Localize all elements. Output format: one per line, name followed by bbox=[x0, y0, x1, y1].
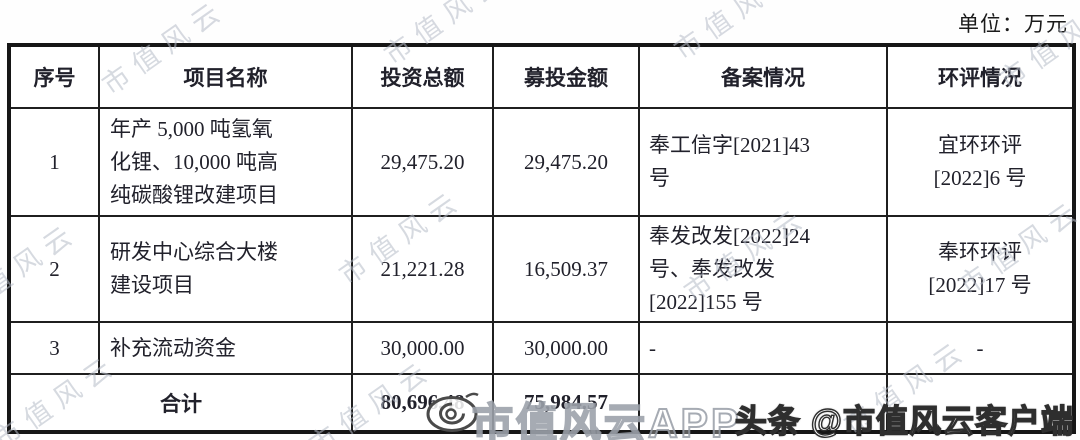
unit-label: 单位：万元 bbox=[958, 12, 1068, 36]
cell-seq: 2 bbox=[8, 215, 100, 323]
cell-project-name: 补充流动资金 bbox=[98, 321, 353, 375]
table-row: 3 补充流动资金 30,000.00 30,000.00 - - bbox=[8, 321, 1075, 375]
cell-total-investment-sum: 80,696.48 bbox=[351, 373, 494, 433]
cell-filing-status bbox=[638, 373, 888, 433]
cell-filing-status: - bbox=[638, 321, 888, 375]
cell-raised-amount: 16,509.37 bbox=[492, 215, 640, 323]
cell-total-investment: 29,475.20 bbox=[351, 107, 494, 217]
table-row: 1 年产 5,000 吨氢氧 化锂、10,000 吨高 纯碳酸锂改建项目 29,… bbox=[8, 107, 1075, 217]
table-header-row: 序号 项目名称 投资总额 募投金额 备案情况 环评情况 bbox=[8, 44, 1075, 109]
cell-eia-status: 奉环环评 [2022]17 号 bbox=[886, 215, 1075, 323]
header-seq: 序号 bbox=[8, 44, 100, 109]
cell-eia-status: 宜环环评 [2022]6 号 bbox=[886, 107, 1075, 217]
cell-eia-status: - bbox=[886, 321, 1075, 375]
table-total-row: 合计 80,696.48 75,984.57 bbox=[8, 373, 1075, 433]
header-project-name: 项目名称 bbox=[98, 44, 353, 109]
header-raised-amount: 募投金额 bbox=[492, 44, 640, 109]
cell-eia-status bbox=[886, 373, 1075, 433]
cell-filing-status: 奉发改发[2022]24 号、奉发改发 [2022]155 号 bbox=[638, 215, 888, 323]
cell-seq: 3 bbox=[8, 321, 100, 375]
header-eia-status: 环评情况 bbox=[886, 44, 1075, 109]
cell-total-investment: 30,000.00 bbox=[351, 321, 494, 375]
cell-seq: 1 bbox=[8, 107, 100, 217]
cell-project-name: 研发中心综合大楼 建设项目 bbox=[98, 215, 353, 323]
cell-total-investment: 21,221.28 bbox=[351, 215, 494, 323]
cell-filing-status: 奉工信字[2021]43 号 bbox=[638, 107, 888, 217]
fundraising-projects-table: 序号 项目名称 投资总额 募投金额 备案情况 环评情况 1 年产 5,000 吨… bbox=[7, 43, 1076, 434]
cell-raised-amount-sum: 75,984.57 bbox=[492, 373, 640, 433]
header-total-investment: 投资总额 bbox=[351, 44, 494, 109]
table-row: 2 研发中心综合大楼 建设项目 21,221.28 16,509.37 奉发改发… bbox=[8, 215, 1075, 323]
header-filing-status: 备案情况 bbox=[638, 44, 888, 109]
cell-project-name: 年产 5,000 吨氢氧 化锂、10,000 吨高 纯碳酸锂改建项目 bbox=[98, 107, 353, 217]
cell-raised-amount: 30,000.00 bbox=[492, 321, 640, 375]
cell-total-label: 合计 bbox=[8, 373, 353, 433]
cell-raised-amount: 29,475.20 bbox=[492, 107, 640, 217]
